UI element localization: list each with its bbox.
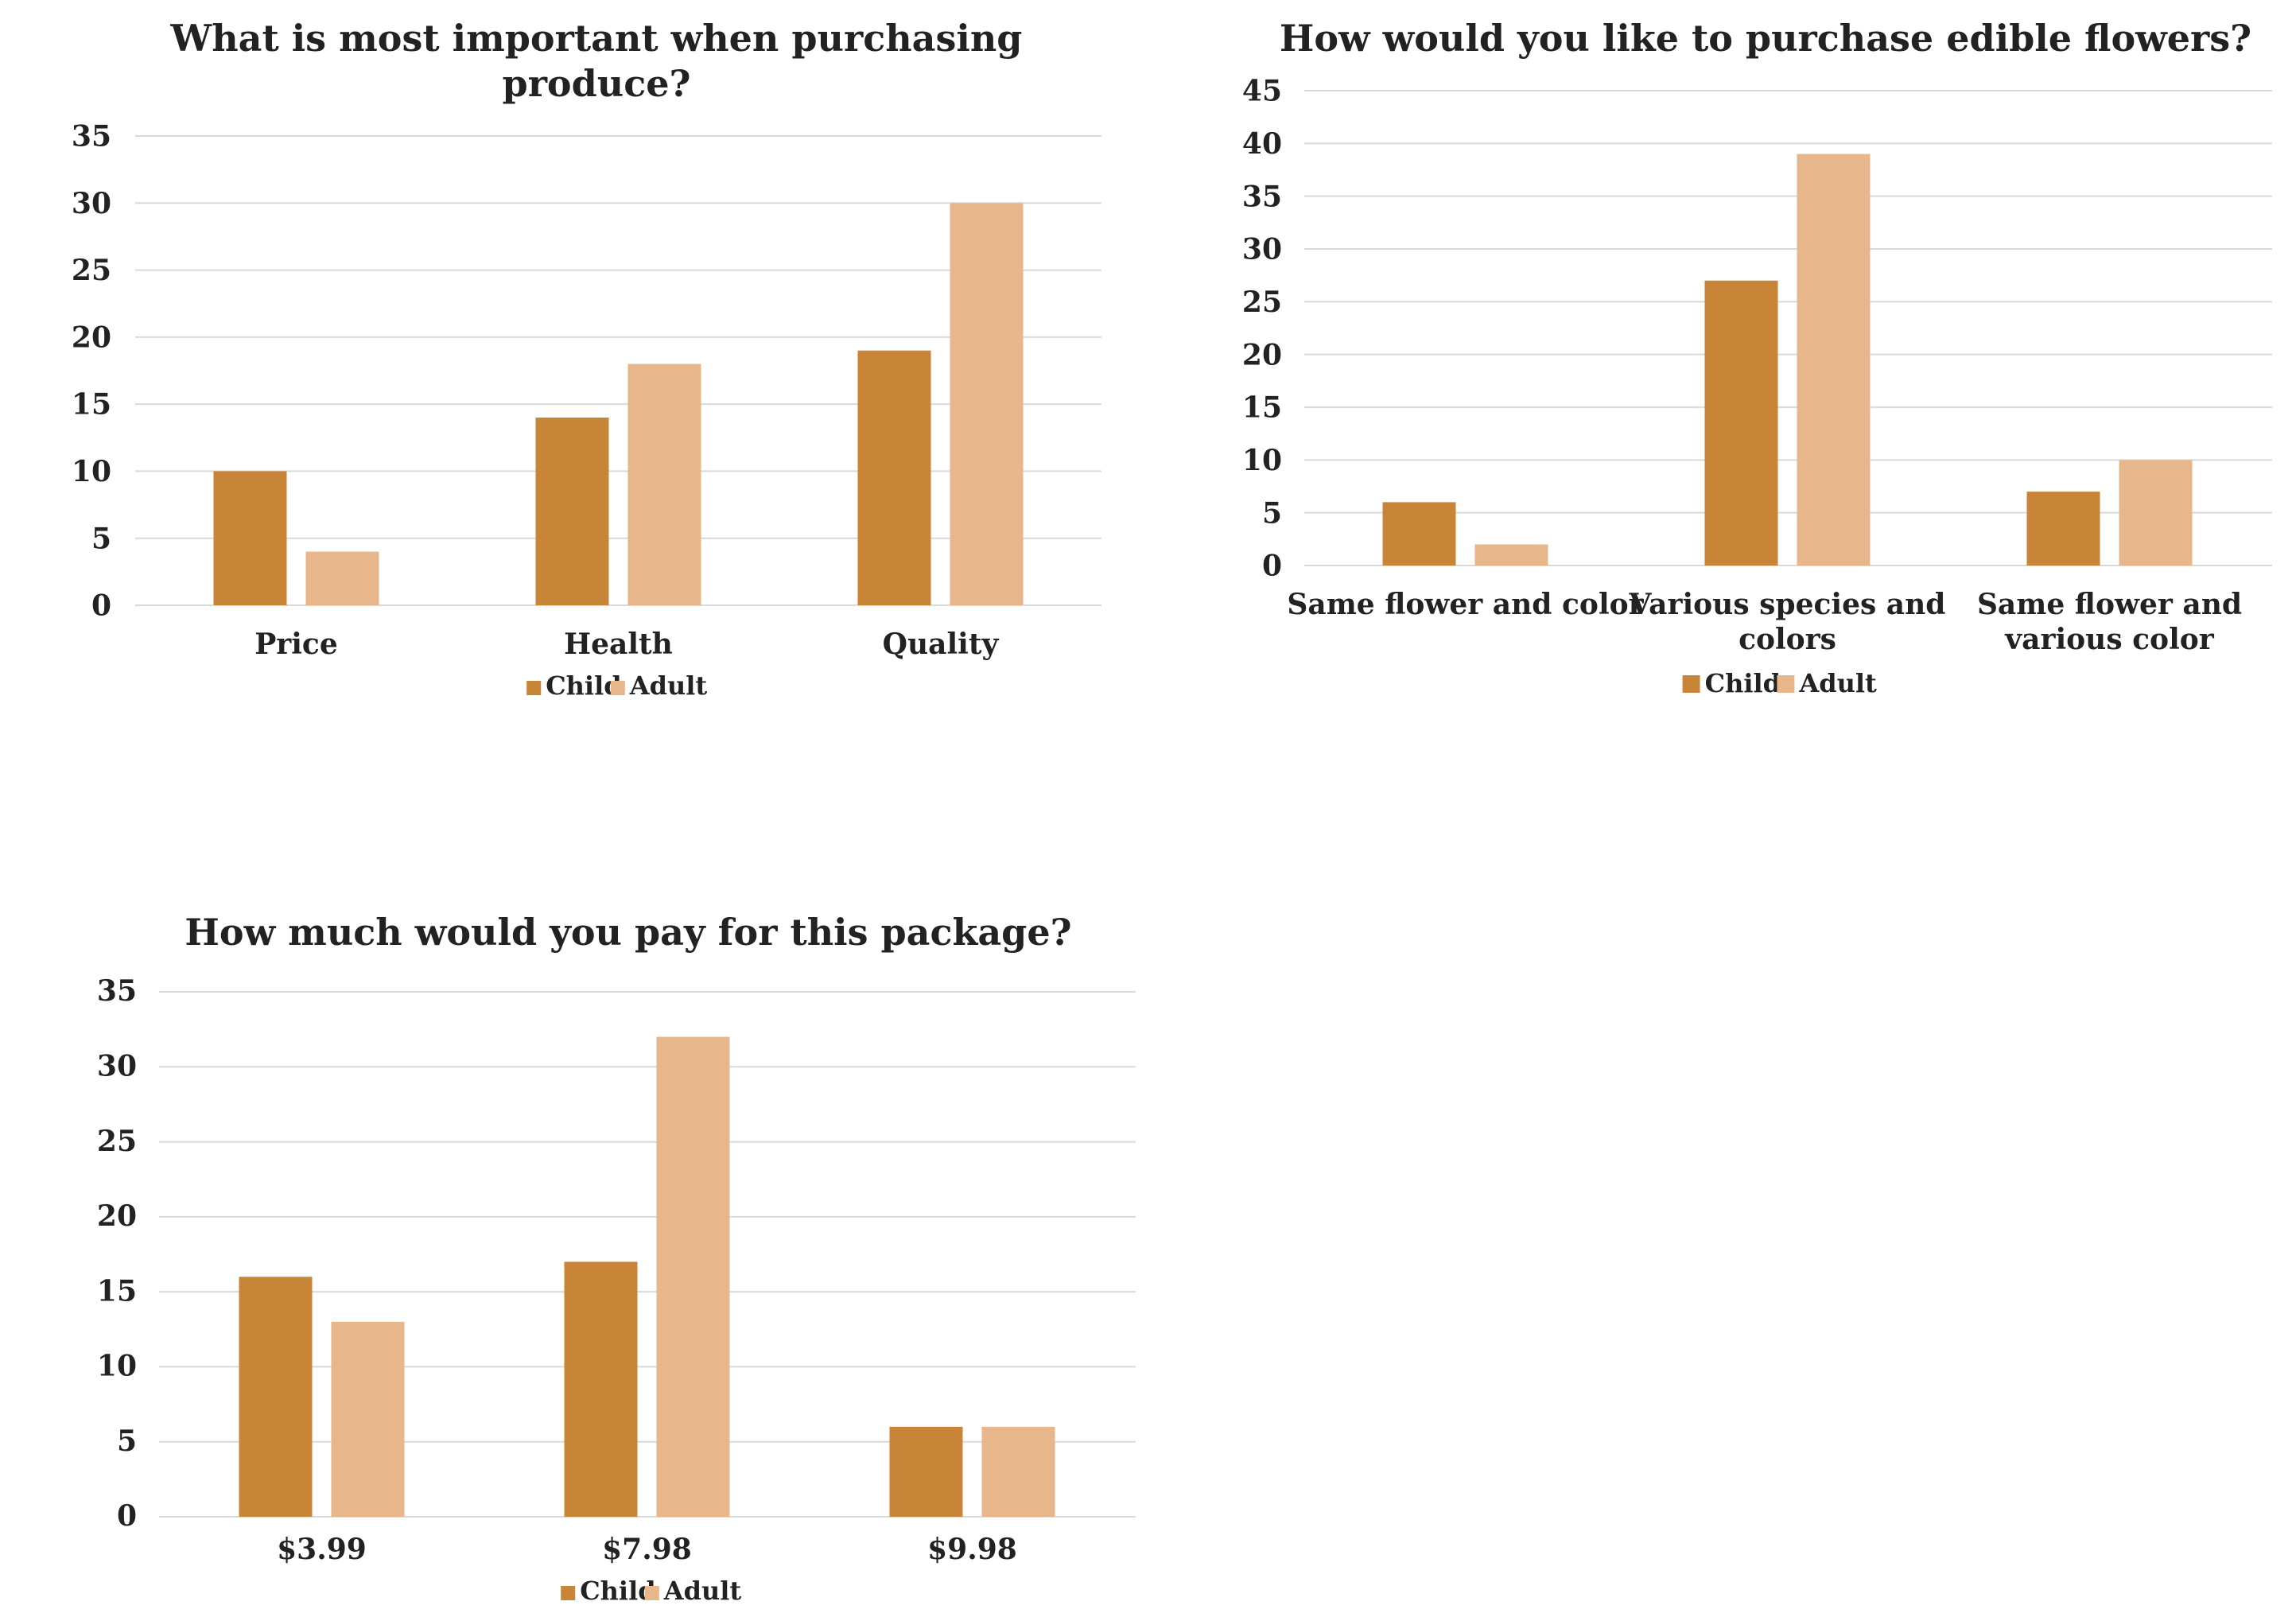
y-tick-label: 0 <box>117 1499 137 1533</box>
y-tick-label: 20 <box>1242 338 1282 371</box>
x-tick-label: $3.99 <box>277 1533 367 1566</box>
legend-swatch-adult <box>1777 675 1795 693</box>
y-tick-label: 30 <box>97 1049 137 1082</box>
y-tick-label: 45 <box>1242 75 1282 108</box>
chart-title: produce? <box>503 62 691 105</box>
legend-label-child: Child <box>1705 668 1781 698</box>
bar-adult <box>305 551 379 605</box>
bar-adult <box>627 363 701 605</box>
legend-swatch-adult <box>610 681 625 695</box>
y-tick-label: 5 <box>1262 496 1282 530</box>
y-tick-label: 10 <box>97 1350 137 1383</box>
bar-child <box>1382 502 1456 566</box>
y-tick-label: 35 <box>97 974 137 1008</box>
x-tick-label: Quality <box>883 628 1000 661</box>
chart-purchase-importance: What is most important when purchasingpr… <box>72 17 1101 701</box>
legend-swatch-child <box>526 681 542 695</box>
chart-edible-flowers-purchase: How would you like to purchase edible fl… <box>1242 17 2272 698</box>
y-tick-label: 25 <box>97 1125 137 1158</box>
bar-child <box>239 1277 313 1517</box>
x-tick-label: various color <box>2004 623 2214 656</box>
x-tick-label: $9.98 <box>927 1533 1017 1566</box>
bar-adult <box>2119 460 2193 566</box>
y-tick-label: 25 <box>72 254 111 287</box>
legend-label-adult: Adult <box>629 670 708 701</box>
y-tick-label: 20 <box>72 321 111 354</box>
bar-child <box>889 1426 963 1517</box>
y-tick-label: 0 <box>91 589 111 623</box>
x-tick-label: Price <box>254 628 338 661</box>
y-tick-label: 35 <box>72 120 111 154</box>
legend: Child Adult <box>561 1576 741 1606</box>
legend-label-child: Child <box>580 1576 655 1606</box>
legend-label-adult: Adult <box>663 1576 742 1606</box>
y-tick-label: 10 <box>1242 444 1282 477</box>
x-tick-label: colors <box>1739 623 1836 656</box>
y-tick-label: 30 <box>72 187 111 220</box>
y-tick-label: 15 <box>97 1274 137 1308</box>
bar-adult <box>1474 544 1548 566</box>
x-tick-label: Health <box>564 628 673 661</box>
bar-child <box>535 418 609 605</box>
y-tick-label: 40 <box>1242 127 1282 161</box>
y-tick-label: 20 <box>97 1199 137 1233</box>
bar-child <box>2026 492 2100 566</box>
y-tick-label: 15 <box>1242 391 1282 425</box>
y-tick-label: 30 <box>1242 233 1282 266</box>
x-tick-label: Various species and <box>1629 588 1946 621</box>
y-tick-label: 35 <box>1242 180 1282 213</box>
legend-label-child: Child <box>546 670 621 701</box>
bar-adult <box>1797 154 1871 566</box>
legend-label-adult: Adult <box>1798 668 1877 698</box>
legend-swatch-child <box>1682 675 1700 693</box>
chart-package-price: How much would you pay for this package?… <box>97 911 1136 1606</box>
y-tick-label: 5 <box>91 522 111 555</box>
bar-child <box>564 1261 638 1517</box>
x-tick-label: Same flower and <box>1977 588 2242 621</box>
chart-title: What is most important when purchasing <box>170 17 1023 60</box>
legend-swatch-adult <box>644 1586 659 1600</box>
y-tick-label: 25 <box>1242 286 1282 319</box>
chart-title: How much would you pay for this package? <box>185 911 1071 954</box>
y-tick-label: 5 <box>117 1424 137 1458</box>
legend: Child Adult <box>1682 668 1877 698</box>
y-tick-label: 15 <box>72 388 111 422</box>
y-tick-label: 10 <box>72 455 111 488</box>
legend: Child Adult <box>526 670 707 701</box>
bar-child <box>213 471 287 605</box>
legend-swatch-child <box>561 1586 576 1600</box>
bar-child <box>1704 280 1778 566</box>
bar-child <box>857 350 931 605</box>
chart-title: How would you like to purchase edible fl… <box>1280 17 2251 60</box>
x-tick-label: Same flower and color <box>1287 588 1644 621</box>
bar-adult <box>331 1321 405 1517</box>
x-tick-label: $7.98 <box>602 1533 692 1566</box>
y-tick-label: 0 <box>1262 550 1282 583</box>
bar-adult <box>656 1036 730 1517</box>
bar-adult <box>950 203 1024 606</box>
bar-adult <box>981 1426 1055 1517</box>
